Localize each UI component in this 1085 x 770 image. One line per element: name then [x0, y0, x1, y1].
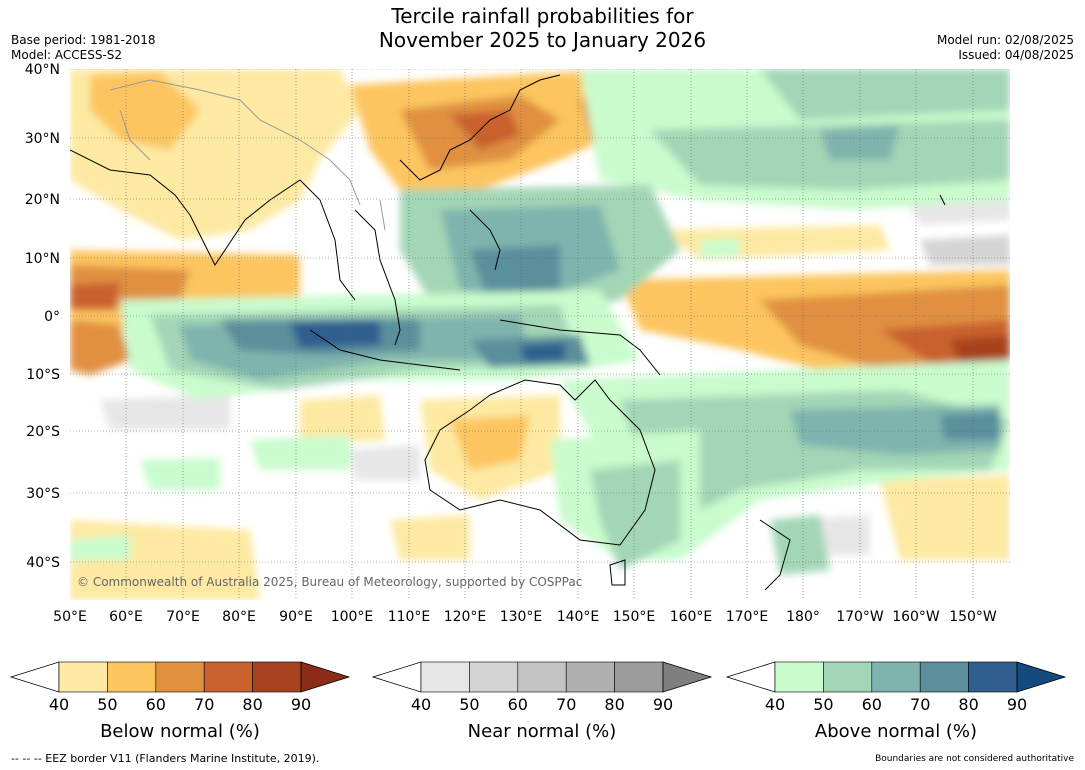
lon-label: 160°E	[670, 609, 713, 625]
colorbar-tick: 40	[49, 695, 69, 714]
colorbar-extend-low	[725, 661, 776, 693]
colorbar-extend-low	[9, 661, 60, 693]
colorbar-tick: 40	[765, 695, 785, 714]
colorbar-label: Near normal (%)	[468, 721, 617, 742]
colorbar-extend-low	[371, 661, 422, 693]
probability-field: © Commonwealth of Australia 2025, Bureau…	[70, 69, 1010, 600]
boundaries-note: Boundaries are not considered authoritat…	[875, 754, 1074, 764]
colorbar-segment	[469, 661, 519, 693]
colorbar-near: 40 50 60 70 80 90 Near normal (%)	[371, 661, 713, 742]
colorbar-extend-high	[662, 661, 713, 693]
colorbar-segment	[919, 661, 969, 693]
model-name: Model: ACCESS-S2	[11, 48, 123, 62]
colorbar-tick: 80	[604, 695, 624, 714]
colorbar-tick: 70	[556, 695, 576, 714]
lon-label: 100°E	[331, 609, 374, 625]
lon-label: 120°E	[444, 609, 487, 625]
lon-label: 170°W	[836, 609, 884, 625]
lon-label: 140°E	[557, 609, 600, 625]
lat-label: 20°N	[25, 192, 60, 208]
lon-labels: 50°E 60°E 70°E 80°E 90°E 100°E 110°E 120…	[53, 609, 997, 625]
colorbar-tick: 60	[862, 695, 882, 714]
colorbar-segment	[252, 661, 302, 693]
colorbar-segment	[565, 661, 615, 693]
colorbar-tick: 80	[958, 695, 978, 714]
colorbar-extend-high	[1016, 661, 1067, 693]
lon-label: 150°E	[613, 609, 656, 625]
colorbar-segment	[155, 661, 205, 693]
base-period: Base period: 1981-2018	[11, 33, 156, 47]
lat-label: 0°	[44, 309, 60, 325]
colorbar-tick: 60	[146, 695, 166, 714]
colorbar-segment	[823, 661, 873, 693]
lat-label: 40°S	[26, 555, 60, 571]
colorbar-segment	[58, 661, 108, 693]
colorbar-tick: 50	[97, 695, 117, 714]
forecast-map: © Commonwealth of Australia 2025, Bureau…	[9, 62, 1067, 742]
issued-date: Issued: 04/08/2025	[958, 48, 1074, 62]
colorbar-label: Above normal (%)	[815, 721, 977, 742]
title-line-1: Tercile rainfall probabilities for	[391, 4, 694, 28]
lat-label: 20°S	[26, 424, 60, 440]
lon-label: 170°E	[726, 609, 769, 625]
lon-label: 50°E	[53, 609, 87, 625]
coastlines	[70, 74, 946, 591]
colorbar-tick: 60	[508, 695, 528, 714]
colorbar-tick: 90	[653, 695, 673, 714]
colorbar-tick: 70	[910, 695, 930, 714]
colorbar-tick: 80	[242, 695, 262, 714]
model-run: Model run: 02/08/2025	[936, 33, 1074, 47]
gridlines	[70, 69, 1010, 600]
colorbar-segment	[968, 661, 1018, 693]
colorbar-below: 40 50 60 70 80 90 Below normal (%)	[9, 661, 351, 742]
colorbar-extend-high	[300, 661, 351, 693]
lat-labels: 40°N 30°N 20°N 10°N 0° 10°S 20°S 30°S 40…	[25, 62, 60, 571]
colorbars: 40 50 60 70 80 90 Below normal (%) 40 50 60 70 80 90…	[9, 661, 1067, 742]
lon-label: 70°E	[166, 609, 200, 625]
colorbar-tick: 70	[194, 695, 214, 714]
colorbar-segment	[420, 661, 470, 693]
colorbar-above: 40 50 60 70 80 90 Above normal (%)	[725, 661, 1067, 742]
lon-label: 180°	[786, 609, 820, 625]
colorbar-segment	[517, 661, 567, 693]
colorbar-segment	[614, 661, 664, 693]
colorbar-segment	[107, 661, 157, 693]
eez-border-note: -- -- -- EEZ border V11 (Flanders Marine…	[11, 752, 320, 765]
colorbar-tick: 90	[291, 695, 311, 714]
lon-label: 80°E	[222, 609, 256, 625]
colorbar-tick: 40	[411, 695, 431, 714]
colorbar-segment	[774, 661, 824, 693]
lat-label: 10°N	[25, 251, 60, 267]
lat-label: 30°S	[26, 486, 60, 502]
lon-label: 90°E	[279, 609, 313, 625]
lon-label: 110°E	[388, 609, 431, 625]
colorbar-segment	[871, 661, 921, 693]
lon-label: 60°E	[109, 609, 143, 625]
lat-label: 10°S	[26, 367, 60, 383]
lat-label: 30°N	[25, 131, 60, 147]
lon-label: 130°E	[500, 609, 543, 625]
colorbar-segment	[203, 661, 253, 693]
colorbar-tick: 50	[459, 695, 479, 714]
lon-label: 160°W	[892, 609, 940, 625]
title-line-2: November 2025 to January 2026	[378, 28, 707, 52]
colorbar-tick: 50	[813, 695, 833, 714]
colorbar-tick: 90	[1007, 695, 1027, 714]
lat-label: 40°N	[25, 62, 60, 78]
country-borders	[109, 79, 386, 231]
meta-right: Model run: 02/08/2025 Issued: 04/08/2025	[937, 33, 1074, 63]
map-title: Tercile rainfall probabilities for Novem…	[0, 4, 1085, 52]
meta-left: Base period: 1981-2018 Model: ACCESS-S2	[11, 33, 156, 63]
lon-label: 150°W	[949, 609, 997, 625]
copyright-text: © Commonwealth of Australia 2025, Bureau…	[77, 575, 582, 589]
colorbar-label: Below normal (%)	[100, 721, 260, 742]
